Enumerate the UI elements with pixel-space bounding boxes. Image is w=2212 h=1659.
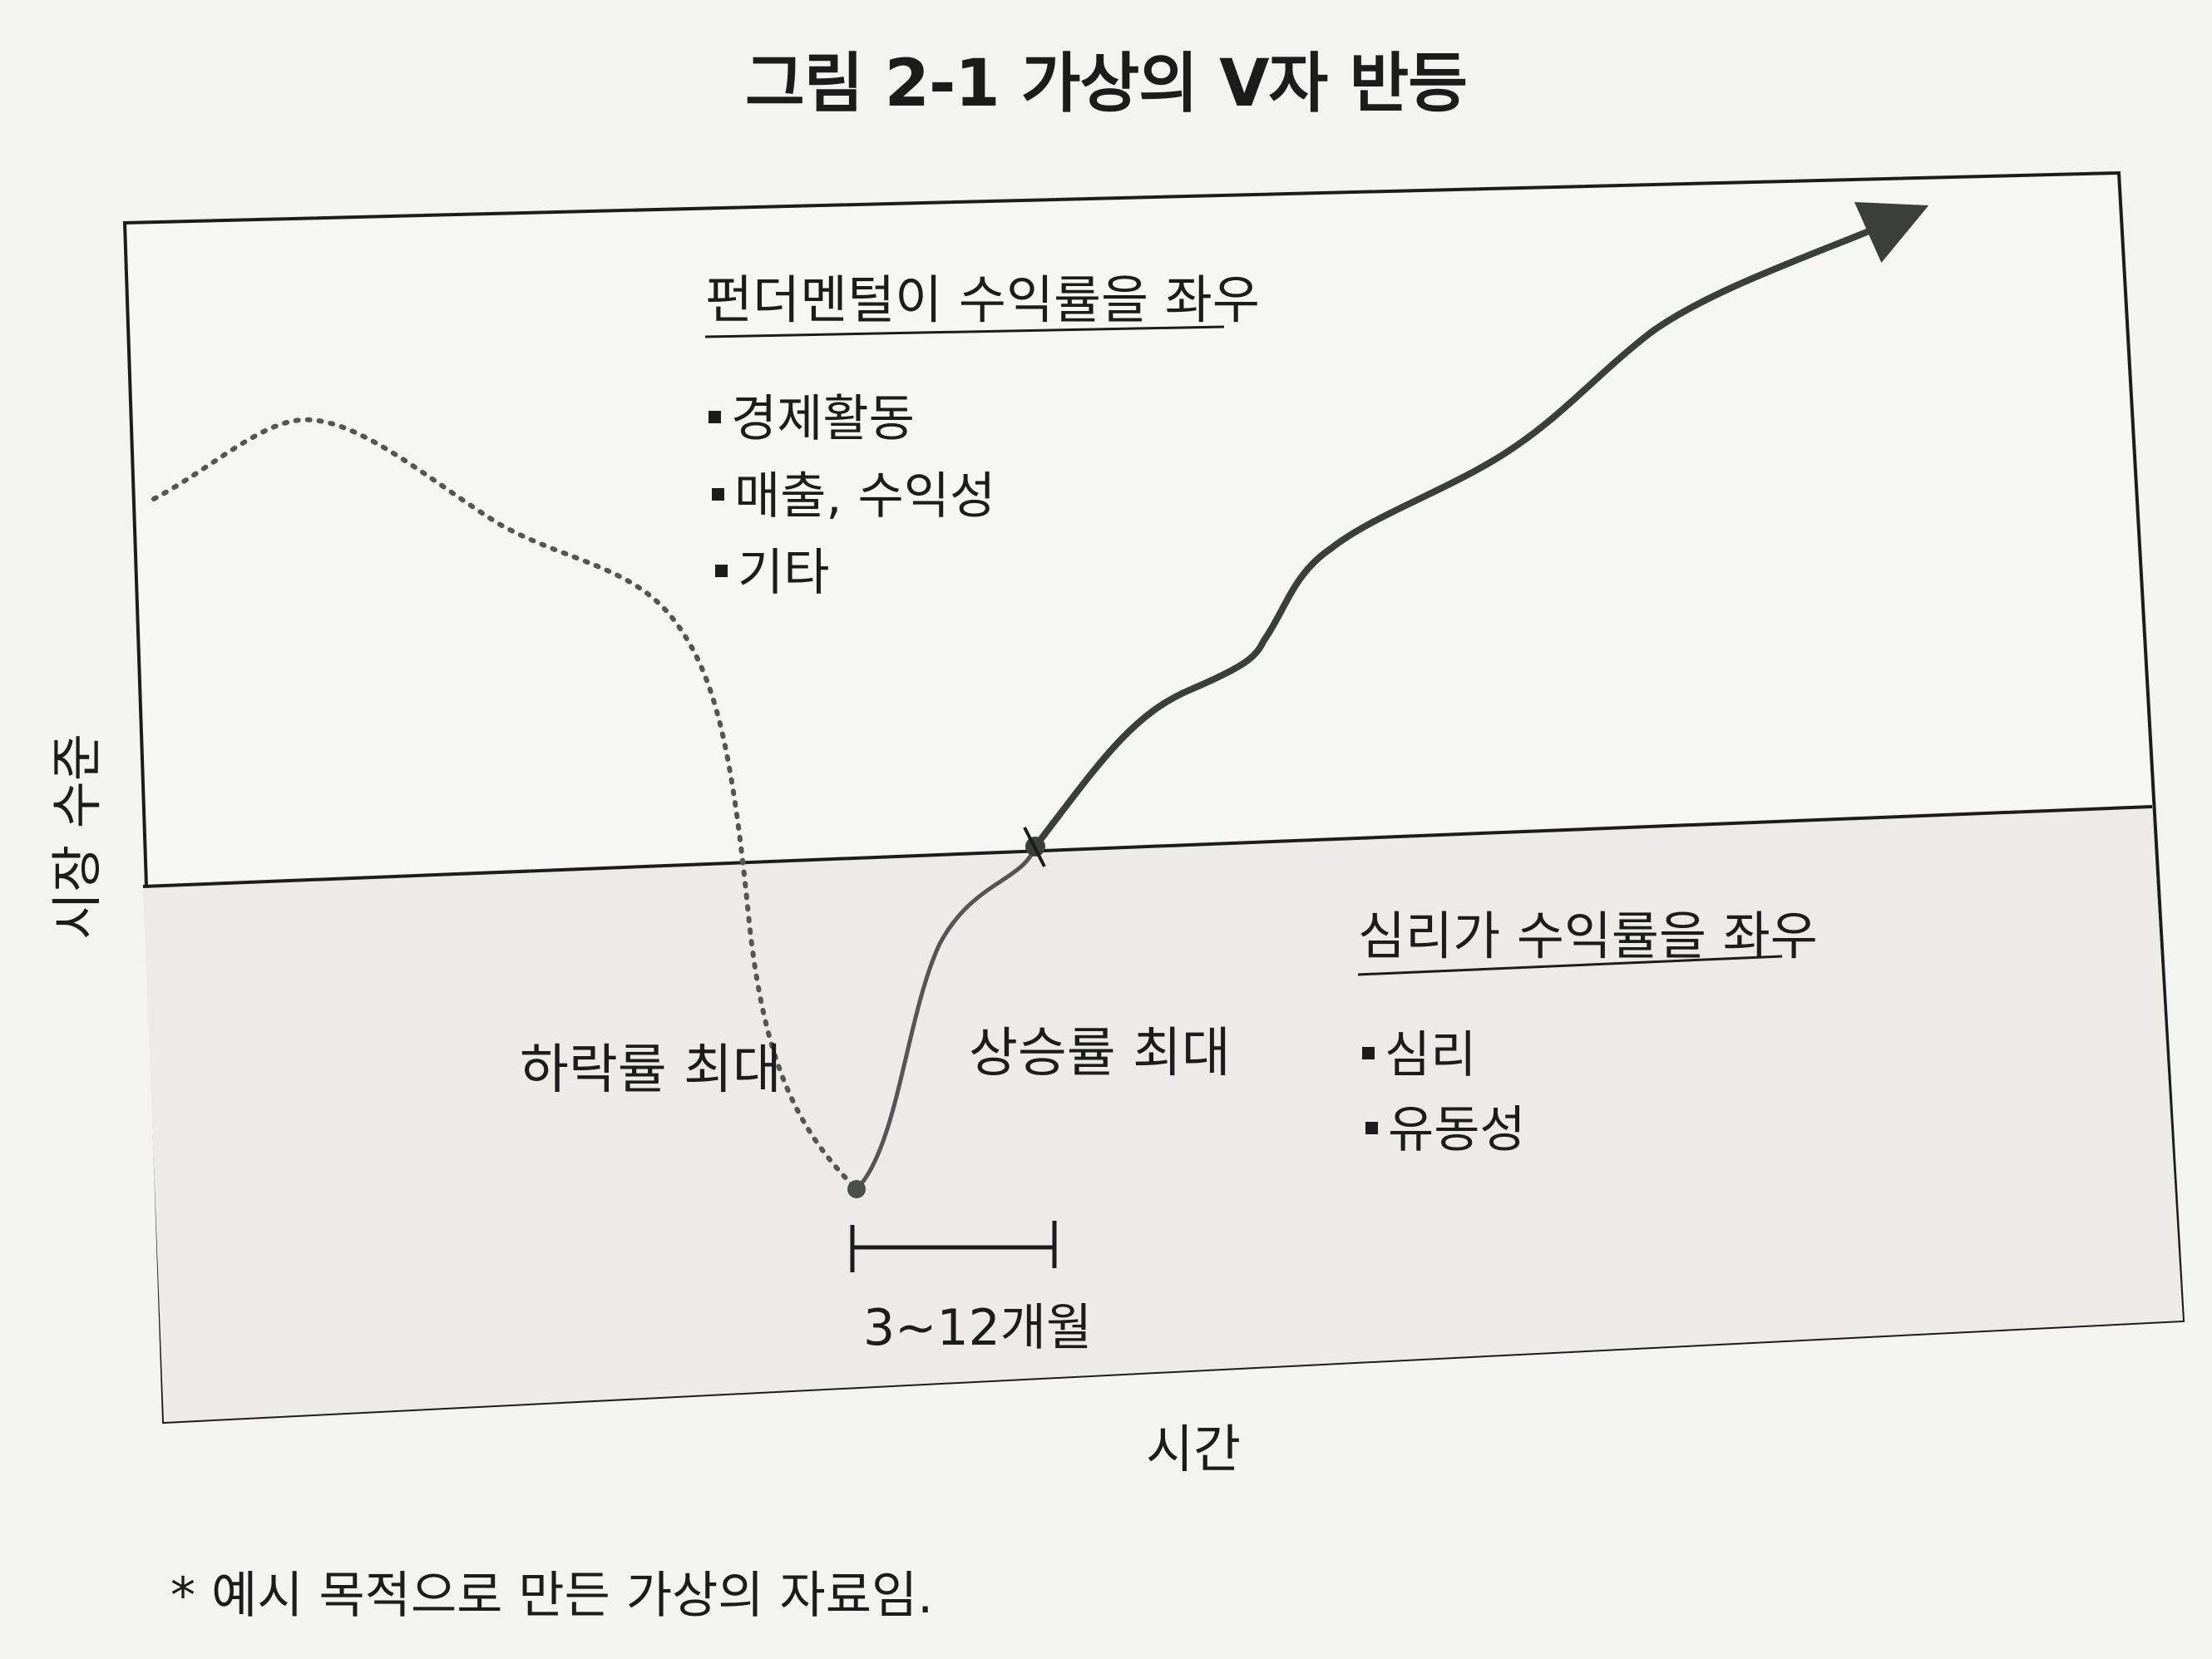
bullet-icon [712, 487, 724, 501]
list-item-label: 유동성 [1388, 1101, 1526, 1159]
bottom-heading-underline [1357, 955, 1783, 976]
list-item-label: 매출, 수익성 [734, 467, 996, 526]
decline-dotted-line [151, 417, 859, 1192]
sentiment-region [143, 807, 2183, 1422]
bullet-icon [715, 564, 728, 577]
x-axis-label: 시간 [1146, 1419, 1242, 1479]
list-item-label: 심리 [1385, 1026, 1477, 1084]
list-item-label: 경제활동 [731, 390, 915, 448]
figure-title: 그림 2-1 가상의 V자 반등 [745, 47, 1468, 121]
top-heading-underline [704, 325, 1225, 338]
recovery-arrow-line [1032, 201, 1929, 850]
baseline [142, 805, 2153, 888]
list-item: 기타 [715, 532, 829, 605]
footnote: * 예시 목적으로 만든 가상의 자료임. [170, 1567, 934, 1625]
crossing-tick [1023, 827, 1046, 867]
list-item: 유동성 [1365, 1089, 1526, 1162]
list-item: 매출, 수익성 [712, 456, 995, 528]
list-item: 경제활동 [709, 378, 915, 451]
sentiment-heading: 심리가 수익률을 좌우 [1358, 906, 1818, 966]
bottom-point [847, 1180, 866, 1198]
y-axis-label: 시장 수준 [47, 733, 107, 940]
fundamentals-heading: 펀더멘털이 수익률을 좌우 [705, 269, 1260, 330]
max-rise-label: 상승률 최대 [969, 1023, 1231, 1084]
rebound-line [855, 846, 1038, 1191]
list-item-label: 기타 [738, 544, 830, 602]
duration-label: 3~12개월 [863, 1299, 1093, 1357]
max-decline-label: 하락률 최대 [520, 1039, 782, 1101]
list-item: 심리 [1362, 1015, 1476, 1087]
bullet-icon [1362, 1046, 1375, 1059]
bullet-icon [709, 410, 721, 423]
bullet-icon [1365, 1121, 1378, 1134]
duration-bracket [850, 1221, 1057, 1272]
